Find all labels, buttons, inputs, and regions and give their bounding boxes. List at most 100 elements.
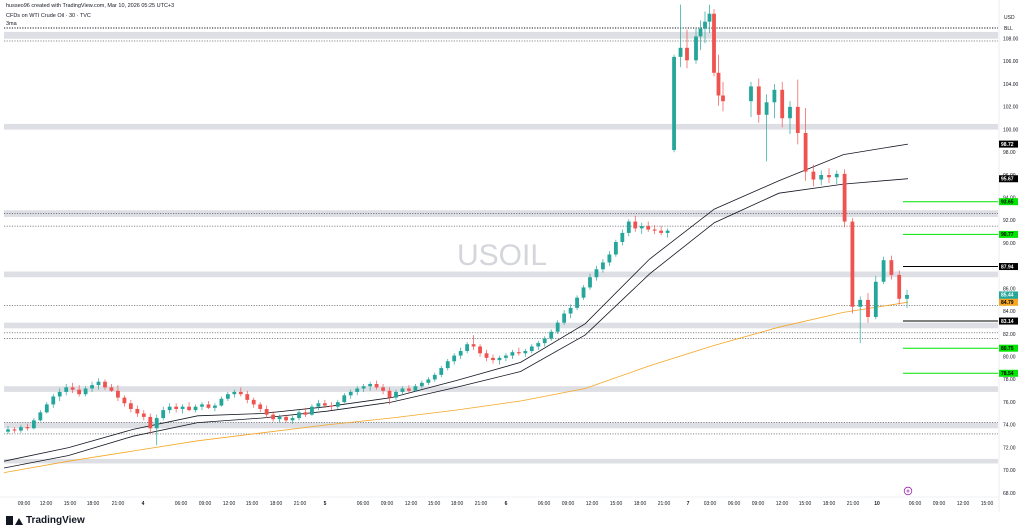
add-alert-icon[interactable] xyxy=(903,486,913,496)
candle-body xyxy=(905,294,909,299)
price-badge xyxy=(999,317,1018,325)
dotted-line-layer xyxy=(4,27,998,435)
time-tick-label: 03:00 xyxy=(704,501,717,507)
candle-body xyxy=(694,36,698,61)
price-badge xyxy=(999,198,1018,206)
price-tick-label: 82.00 xyxy=(1003,332,1016,338)
candle-body xyxy=(368,383,373,387)
moving-average-layer xyxy=(3,143,909,473)
time-tick-label: 18:00 xyxy=(451,501,464,507)
candle-body xyxy=(290,418,295,421)
zone-band xyxy=(4,386,998,392)
price-badge xyxy=(999,298,1018,306)
candle-body xyxy=(310,406,314,415)
candle-body xyxy=(881,260,886,282)
candle-body xyxy=(497,357,502,361)
candle-body xyxy=(271,414,276,420)
zone-band xyxy=(4,422,998,429)
zone-band xyxy=(4,31,998,39)
candle-body xyxy=(335,402,340,407)
price-axis[interactable]: USD BLL 68.00 70.00 72.00 74.00 76.00 78.00 80.0… xyxy=(998,0,1019,512)
candle-body xyxy=(407,388,411,391)
candle-body xyxy=(355,388,360,392)
candle-body xyxy=(850,221,855,307)
candle-body xyxy=(788,106,792,119)
candle-body xyxy=(103,381,107,388)
candle-body xyxy=(555,322,560,332)
candle-body xyxy=(193,406,198,411)
price-badge-label: 83.14 xyxy=(1001,319,1014,325)
price-badge-layer: 98.7295.6793.6590.7787.9485.4404:5384.79… xyxy=(999,140,1018,377)
candle-body xyxy=(858,299,863,307)
time-tick-label: 09:00 xyxy=(752,501,765,507)
candle-body xyxy=(342,395,347,403)
candle-body xyxy=(44,404,49,413)
price-tick-label: 78.00 xyxy=(1003,377,1016,383)
candle-body xyxy=(432,374,437,380)
time-tick-label: 09:00 xyxy=(562,501,575,507)
candle-body xyxy=(90,385,94,389)
candle-body xyxy=(57,391,62,397)
time-tick-label: 7 xyxy=(687,501,690,507)
candle-body xyxy=(672,56,676,151)
price-badge xyxy=(999,291,1018,299)
candle-body xyxy=(167,406,172,411)
candle-body xyxy=(601,262,605,270)
zone-band xyxy=(4,123,998,130)
candle-body xyxy=(764,102,769,115)
candle-body xyxy=(620,232,625,243)
candle-body xyxy=(665,230,670,233)
candle-body xyxy=(187,406,191,411)
candle-body xyxy=(721,95,725,102)
time-tick-label: 12:00 xyxy=(957,501,970,507)
candle-body xyxy=(698,28,703,37)
candle-body xyxy=(445,361,450,369)
time-tick-label: 12:00 xyxy=(586,501,599,507)
candle-body xyxy=(756,86,761,115)
candle-body xyxy=(374,383,379,388)
candle-body xyxy=(413,386,418,391)
price-tick-label: 76.00 xyxy=(1003,400,1016,406)
candle-body xyxy=(174,406,179,409)
candle-body xyxy=(659,230,664,233)
time-tick-label: 15:00 xyxy=(799,501,812,507)
candle-body xyxy=(678,47,683,57)
tradingview-logo-icon xyxy=(6,516,23,525)
candle-body xyxy=(811,171,816,180)
candle-body xyxy=(749,86,753,102)
price-tick-label: 84.00 xyxy=(1003,309,1016,315)
candle-body xyxy=(542,338,547,344)
tradingview-logo-text: TradingView xyxy=(26,515,85,526)
candle-body xyxy=(322,403,327,406)
time-tick-label: 18:00 xyxy=(270,501,283,507)
time-axis[interactable]: 09:00 12:00 15:00 18:00 21:00 4 06:00 09:00 12:0… xyxy=(0,496,999,507)
candle-body xyxy=(523,351,528,354)
candle-body xyxy=(38,412,43,421)
candle-body xyxy=(866,299,870,317)
candle-body xyxy=(303,412,308,415)
candle-body xyxy=(703,21,707,29)
ma-upper-line xyxy=(3,143,909,462)
time-tick-label: 18:00 xyxy=(823,501,836,507)
candle-body xyxy=(685,47,689,61)
candle-body xyxy=(633,221,638,229)
candle-body xyxy=(510,352,515,356)
candle-body xyxy=(316,403,321,407)
candle-body xyxy=(458,351,463,356)
candle-body xyxy=(780,89,785,119)
price-badge xyxy=(999,344,1018,352)
candle-body xyxy=(712,13,716,73)
candle-body xyxy=(245,394,250,400)
level-line-layer xyxy=(903,201,998,374)
candle-body xyxy=(594,269,599,278)
candle-body xyxy=(381,387,385,391)
price-tick-label: 102.00 xyxy=(1003,105,1019,111)
candle-body xyxy=(465,344,470,352)
price-badge xyxy=(999,175,1018,183)
time-tick-label: 21:00 xyxy=(112,501,125,507)
candle-body xyxy=(581,287,586,298)
price-badge-label: 87.94 xyxy=(1001,264,1014,270)
candle-body xyxy=(607,254,612,263)
price-badge xyxy=(999,140,1018,148)
